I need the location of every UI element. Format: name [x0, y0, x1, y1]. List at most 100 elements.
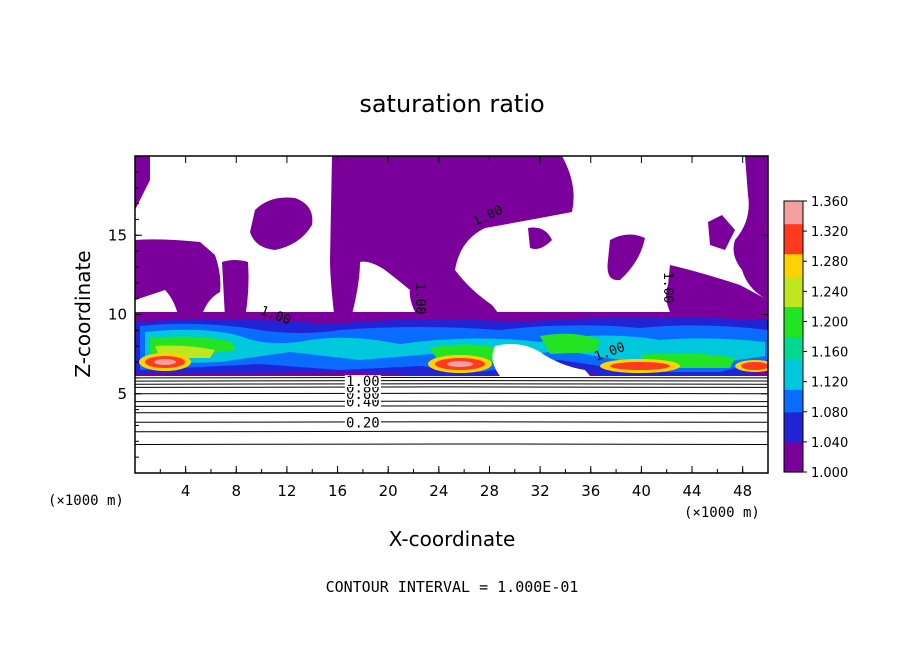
- colorbar-segment: [784, 231, 803, 240]
- colorbar-segment: [784, 411, 803, 420]
- x-tick-label: 20: [379, 482, 398, 500]
- colorbar-segment: [784, 336, 803, 345]
- chart-title: saturation ratio: [359, 90, 544, 118]
- x-tick-label: 48: [733, 482, 752, 500]
- y-axis-label: Z-coordinate: [71, 250, 95, 377]
- colorbar-segment: [784, 456, 803, 466]
- contour-label: 1.00: [346, 374, 380, 390]
- upper-cloud-region: [330, 156, 574, 322]
- x-tick-label: 4: [181, 482, 191, 500]
- contour-line: [135, 376, 768, 379]
- contour-line: [135, 400, 768, 403]
- contour-line: [135, 386, 768, 388]
- contour-label: 0.20: [346, 415, 380, 431]
- colorbar-segment: [784, 381, 803, 390]
- contour-line: [135, 443, 768, 445]
- colorbar-segment: [784, 313, 803, 323]
- colorbar-frame: [783, 200, 804, 473]
- colorbar-segment: [784, 434, 803, 443]
- colorbar-segment: [784, 441, 803, 451]
- high-saturation-spot: [139, 353, 191, 371]
- colorbar-segment: [784, 351, 803, 360]
- colorbar-segment: [784, 208, 803, 217]
- colorbar-label: 1.080: [811, 406, 848, 421]
- colorbar-segment: [784, 321, 803, 330]
- y-axis-ticks: 5 10 15: [108, 171, 768, 458]
- colorbar-label: 1.280: [811, 255, 848, 270]
- colorbar-label: 1.240: [811, 285, 848, 300]
- contour-line: [135, 421, 768, 423]
- high-saturation-spot: [428, 355, 492, 373]
- colorbar-label: 1.040: [811, 436, 848, 451]
- upper-cloud-region: [222, 260, 249, 318]
- upper-cloud-region: [135, 239, 221, 322]
- upper-cloud-region: [708, 215, 735, 250]
- contour-line: [135, 383, 768, 385]
- colorbar-segment: [784, 374, 803, 383]
- y-tick-label: 15: [108, 226, 127, 244]
- subsaturated-gap: [492, 344, 590, 376]
- x-tick-label: 40: [632, 482, 651, 500]
- colorbar-segment: [784, 419, 803, 428]
- colorbar-segment: [784, 283, 803, 292]
- upper-cloud-region: [250, 197, 313, 250]
- colorbar-segment: [784, 223, 803, 232]
- contour-line: [135, 411, 768, 414]
- upper-cloud-region: [607, 234, 645, 281]
- colorbar-segment: [784, 344, 803, 353]
- contour-interval-note: CONTOUR INTERVAL = 1.000E-01: [326, 578, 579, 596]
- colorbar: 1.000 1.040 1.080 1.120 1.160 1.200 1.240 1.280…: [783, 195, 848, 481]
- contour-line: [135, 405, 768, 407]
- colorbar-label: 1.360: [811, 195, 848, 210]
- colorbar-segment: [784, 246, 803, 255]
- x-tick-label: 16: [328, 482, 347, 500]
- colorbar-label: 1.160: [811, 346, 848, 361]
- colorbar-label: 1.120: [811, 376, 848, 391]
- x-tick-label: 44: [682, 482, 701, 500]
- high-saturation-spot: [600, 359, 680, 373]
- z-axis-unit: (×1000 m): [48, 493, 124, 509]
- colorbar-segment: [784, 306, 803, 315]
- colorbar-segment: [784, 366, 803, 375]
- x-tick-label: 8: [232, 482, 242, 500]
- contour-line: [135, 430, 768, 433]
- upper-cloud-region: [666, 265, 768, 322]
- colorbar-label: 1.200: [811, 315, 848, 330]
- contour-label: 1.00: [660, 272, 675, 303]
- colorbar-segment: [784, 389, 803, 398]
- colorbar-segment: [784, 261, 803, 270]
- saturation-field: [135, 156, 768, 376]
- upper-cloud-region: [733, 156, 768, 300]
- x-axis-label: X-coordinate: [389, 527, 516, 551]
- colorbar-segment: [784, 359, 803, 368]
- x-tick-label: 12: [277, 482, 296, 500]
- colorbar-segment: [784, 298, 803, 307]
- contour-label: 1.00: [412, 283, 427, 314]
- colorbar-segment: [784, 201, 803, 210]
- colorbar-segment: [784, 238, 803, 247]
- x-tick-label: 28: [480, 482, 499, 500]
- colorbar-segment: [784, 291, 803, 300]
- colorbar-segment: [784, 216, 803, 225]
- high-saturation-spot: [735, 360, 768, 372]
- cloud-layer-green: [540, 333, 600, 354]
- contour-labels: 0.200.400.600.801.001.001.001.00 1.001.00: [258, 203, 675, 431]
- x-axis-ticks: 4 8 12 16 20 24 28 32 36 40 44 48: [159, 156, 752, 500]
- colorbar-label: 1.000: [811, 466, 848, 481]
- contour-line: [135, 380, 768, 382]
- y-tick-label: 5: [117, 385, 127, 403]
- colorbar-segment: [784, 396, 803, 405]
- colorbar-segment: [784, 426, 803, 435]
- x-axis-unit: (×1000 m): [684, 505, 760, 521]
- x-tick-label: 32: [531, 482, 550, 500]
- colorbar-segment: [784, 449, 803, 458]
- colorbar-label: 1.320: [811, 225, 848, 240]
- colorbar-segment: [784, 276, 803, 285]
- colorbar-segment: [784, 268, 803, 277]
- x-tick-label: 24: [429, 482, 448, 500]
- colorbar-segment: [784, 464, 803, 473]
- colorbar-segment: [784, 253, 803, 262]
- x-tick-label: 36: [581, 482, 600, 500]
- contour-line: [135, 392, 768, 395]
